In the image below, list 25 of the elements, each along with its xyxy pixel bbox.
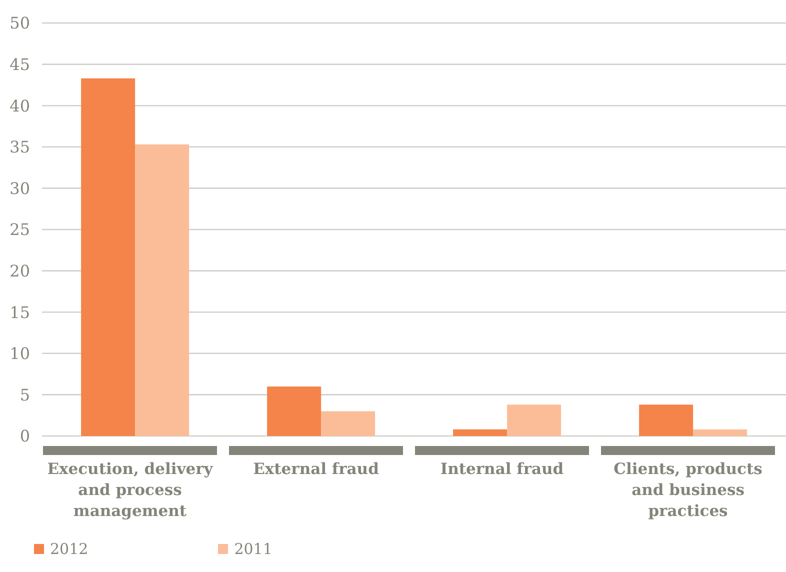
y-tick-label: 0 <box>20 426 30 446</box>
y-tick-label: 20 <box>10 261 30 280</box>
bar <box>267 386 322 436</box>
y-tick-label: 30 <box>10 178 30 198</box>
y-tick-label: 50 <box>10 14 30 33</box>
x-tick-label: Clients, products and business practices <box>614 459 763 520</box>
y-tick-label: 25 <box>10 220 30 240</box>
legend-label: 2012 <box>49 540 88 558</box>
bar <box>639 404 694 436</box>
y-tick-label: 10 <box>10 344 30 364</box>
y-tick-label: 35 <box>10 138 30 157</box>
bar <box>81 78 136 436</box>
y-tick-label: 5 <box>20 385 30 404</box>
legend-label: 2011 <box>233 540 272 558</box>
x-tick-label: External fraud <box>253 459 380 478</box>
bar <box>507 404 562 436</box>
bar <box>693 429 748 436</box>
bar <box>321 411 376 436</box>
x-tick-label: Execution, delivery and process management <box>47 459 214 520</box>
y-tick-label: 15 <box>10 302 30 322</box>
bar <box>135 144 190 436</box>
x-tick-label: Internal fraud <box>440 459 564 478</box>
y-tick-label: 40 <box>10 96 30 116</box>
bar <box>453 429 508 436</box>
y-tick-label: 45 <box>10 54 30 74</box>
